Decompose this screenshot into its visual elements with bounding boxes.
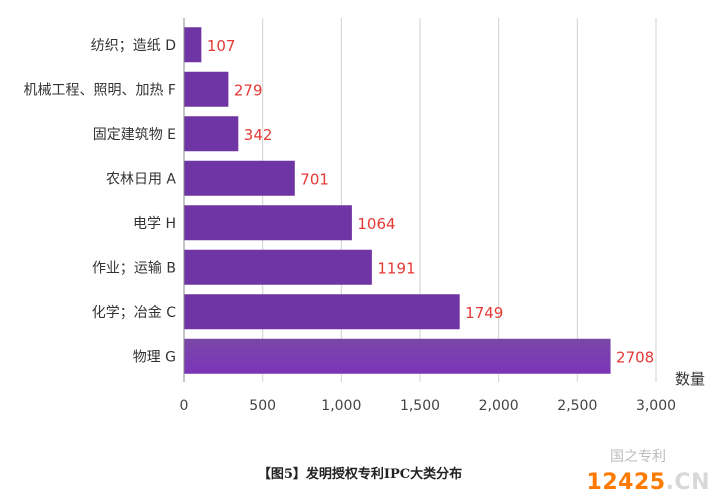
category-label: 固定建筑物 E (93, 127, 176, 143)
watermark-site: 12425.CN (587, 470, 710, 495)
x-tick-labels: 0 500 1,000 1,500 2,000 2,500 3,000 (180, 398, 677, 414)
x-tick-label: 1,000 (321, 398, 361, 414)
category-label: 作业；运输 B (92, 260, 176, 276)
x-tick-label: 0 (180, 398, 189, 414)
category-label: 农林日用 A (106, 171, 176, 187)
category-label: 物理 G (133, 349, 176, 365)
bar (184, 160, 295, 196)
bar (184, 249, 372, 285)
value-label: 1749 (465, 304, 503, 322)
x-tick-label: 2,500 (557, 398, 597, 414)
bar (184, 27, 202, 63)
bars (184, 27, 611, 374)
value-label: 342 (244, 126, 273, 144)
x-tick-label: 3,000 (636, 398, 676, 414)
watermark-site-suffix: .CN (665, 470, 710, 495)
value-label: 2708 (616, 348, 654, 366)
value-label: 1064 (357, 215, 395, 233)
category-label: 纺织；造纸 D (91, 38, 176, 54)
x-tick-label: 500 (249, 398, 276, 414)
x-axis-label: 数量 (675, 370, 705, 388)
bar (184, 294, 460, 330)
value-labels: 107 279 342 701 1064 1191 1749 2708 (207, 37, 654, 367)
value-label: 279 (234, 81, 263, 99)
watermark-text: 国之专利 (610, 449, 666, 465)
value-label: 1191 (377, 259, 415, 277)
value-label: 107 (207, 37, 236, 55)
figure-caption: 【图5】发明授权专利IPC大类分布 (257, 467, 463, 482)
x-tick-label: 1,500 (400, 398, 440, 414)
gridlines (183, 18, 657, 382)
category-labels: 纺织；造纸 D 机械工程、照明、加热 F 固定建筑物 E 农林日用 A 电学 H 作业；运… (23, 38, 176, 366)
bar (184, 338, 611, 374)
bar (184, 205, 352, 241)
x-tick-label: 2,000 (479, 398, 519, 414)
category-label: 电学 H (133, 216, 176, 232)
category-label: 化学；冶金 C (92, 305, 176, 321)
bar (184, 71, 229, 107)
category-label: 机械工程、照明、加热 F (23, 82, 176, 98)
value-label: 701 (300, 170, 329, 188)
watermark-site-number: 12425 (586, 470, 666, 495)
bar (184, 116, 239, 152)
